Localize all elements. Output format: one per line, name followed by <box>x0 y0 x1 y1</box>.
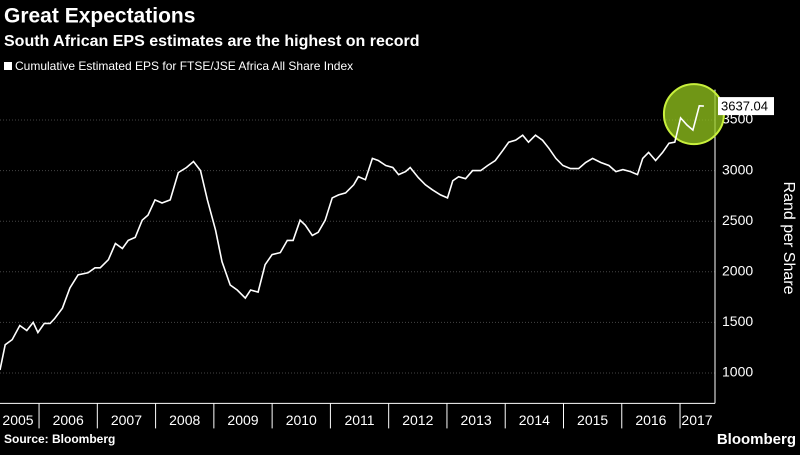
legend-label: Cumulative Estimated EPS for FTSE/JSE Af… <box>15 59 353 73</box>
x-tick-label: 2011 <box>344 412 374 428</box>
value-label-box <box>718 97 774 116</box>
x-tick-label: 2009 <box>227 412 258 428</box>
brand: Bloomberg <box>717 431 796 448</box>
y-tick-label: 1000 <box>722 364 753 380</box>
y-tick-label: 3000 <box>722 161 753 177</box>
chart-title: Great Expectations <box>4 5 195 28</box>
chart-subtitle: South African EPS estimates are the high… <box>4 33 420 50</box>
x-tick-label: 2017 <box>681 412 712 428</box>
source: Source: Bloomberg <box>4 432 115 446</box>
x-tick-label: 2006 <box>53 412 84 428</box>
x-tick-label: 2005 <box>2 412 33 428</box>
x-tick-label: 2007 <box>111 412 142 428</box>
legend-swatch <box>4 62 12 70</box>
y-axis-label: Rand per Share <box>780 182 797 295</box>
data-line <box>0 104 704 371</box>
value-label: 3637.04 <box>721 99 768 114</box>
x-tick-label: 2014 <box>519 412 550 428</box>
y-tick-label: 1500 <box>722 313 753 329</box>
x-tick-label: 2012 <box>402 412 433 428</box>
x-tick-label: 2010 <box>286 412 317 428</box>
x-tick-label: 2008 <box>169 412 200 428</box>
y-tick-label: 2500 <box>722 212 753 228</box>
x-tick-label: 2013 <box>461 412 492 428</box>
x-tick-label: 2015 <box>577 412 608 428</box>
y-tick-label: 2000 <box>722 263 753 279</box>
highlight-circle <box>662 83 725 146</box>
x-tick-label: 2016 <box>635 412 666 428</box>
